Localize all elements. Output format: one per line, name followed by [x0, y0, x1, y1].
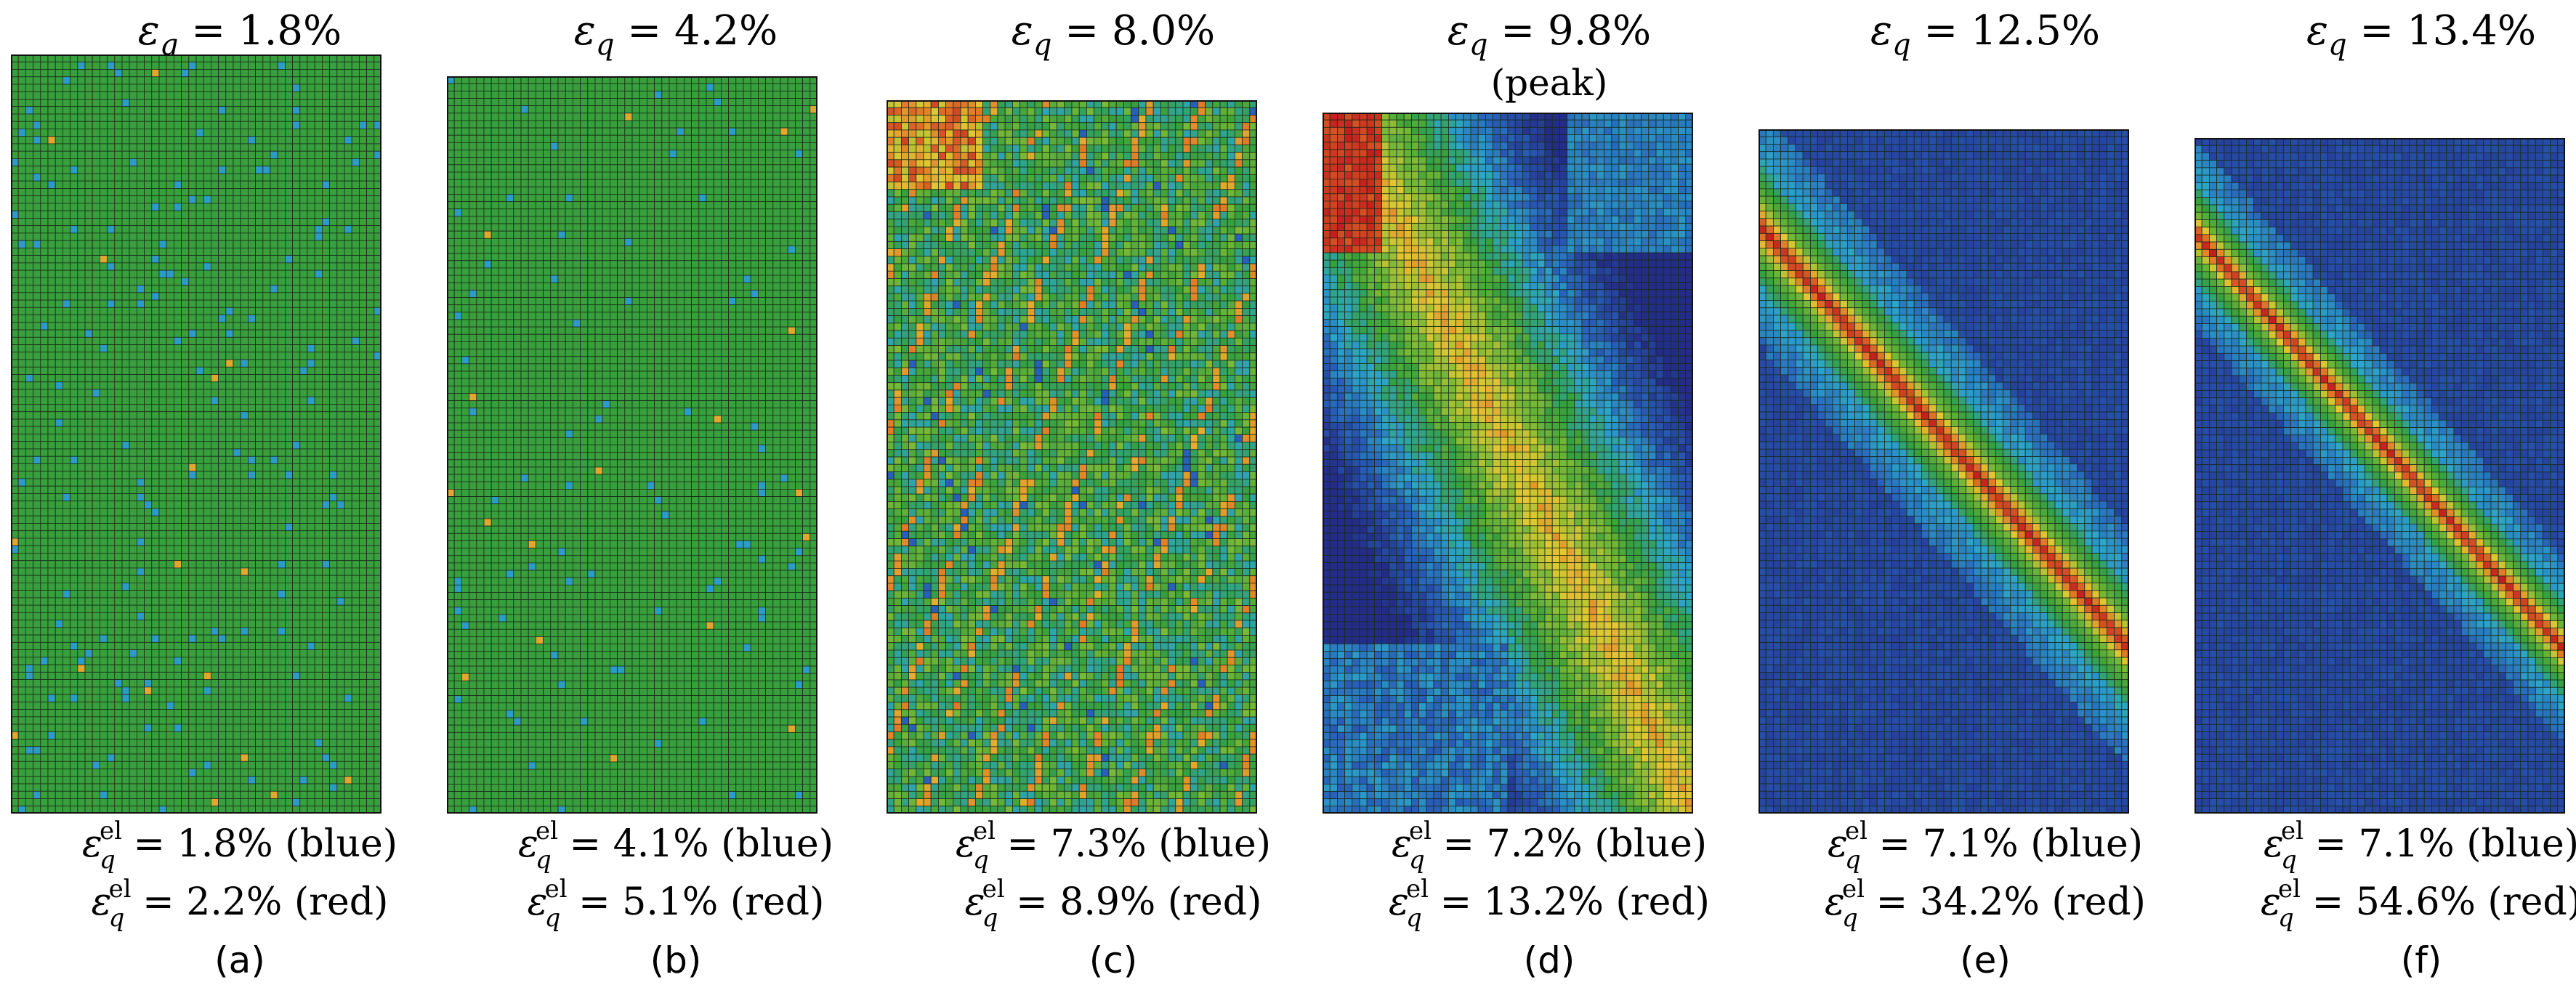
panel-a: εq = 1.8% ε el q = 1.8% (blue) ε el q = 2.2%… — [11, 0, 443, 993]
panel-d-el-blue: ε el q = 7.2% (blue) — [1346, 816, 1753, 875]
panel-b-strain: 4.2% — [674, 7, 778, 54]
panel-d-label: (d) — [1346, 939, 1753, 982]
panel-f-label: (f) — [2218, 939, 2576, 982]
panel-d-el-red: ε el q = 13.2% (red) — [1346, 875, 1753, 933]
panel-b-mesh — [447, 76, 817, 814]
panel-d-mesh — [1323, 113, 1693, 814]
panel-b-title: εq = 4.2% — [472, 6, 879, 70]
panel-a-el-blue: ε el q = 1.8% (blue) — [36, 816, 443, 875]
panel-a-title: εq = 1.8% — [36, 6, 443, 70]
panel-f-title: εq = 13.4% — [2218, 6, 2576, 70]
panel-c-mesh — [887, 100, 1257, 814]
panel-b-label: (b) — [472, 939, 879, 982]
panel-c: εq = 8.0% ε el q = 7.3% (blue) ε el q = 8.9%… — [887, 0, 1317, 993]
panel-b: εq = 4.2% ε el q = 4.1% (blue) ε el q = 5.1%… — [447, 0, 879, 993]
panel-c-label: (c) — [910, 939, 1317, 982]
panel-e-mesh — [1759, 129, 2129, 814]
panel-e: εq = 12.5% ε el q = 7.1% (blue) ε el q = 34.… — [1759, 0, 2189, 993]
panel-e-el-blue: ε el q = 7.1% (blue) — [1782, 816, 2189, 875]
panel-d-title: εq = 9.8% — [1346, 6, 1753, 70]
panel-c-el-blue: ε el q = 7.3% (blue) — [910, 816, 1317, 875]
panel-a-label: (a) — [36, 939, 443, 982]
panel-e-strain: 12.5% — [1971, 7, 2100, 54]
panel-d-peak-note: (peak) — [1346, 61, 1753, 105]
panel-c-el-red: ε el q = 8.9% (red) — [910, 875, 1317, 933]
panel-f-mesh — [2195, 138, 2565, 814]
panel-b-el-blue: ε el q = 4.1% (blue) — [472, 816, 879, 875]
panel-a-strain: 1.8% — [238, 7, 342, 54]
panel-e-el-red: ε el q = 34.2% (red) — [1782, 875, 2189, 933]
panel-e-title: εq = 12.5% — [1782, 6, 2189, 70]
panel-d-strain: 9.8% — [1548, 7, 1651, 54]
panel-d: εq = 9.8% (peak) ε el q = 7.2% (blue) ε el q… — [1323, 0, 1753, 993]
panel-e-label: (e) — [1782, 939, 2189, 982]
panel-b-el-red: ε el q = 5.1% (red) — [472, 875, 879, 933]
panel-a-mesh — [11, 54, 381, 814]
panel-f-strain: 13.4% — [2407, 7, 2536, 54]
panel-a-el-red: ε el q = 2.2% (red) — [36, 875, 443, 933]
panel-c-title: εq = 8.0% — [910, 6, 1317, 70]
panel-c-strain: 8.0% — [1112, 7, 1215, 54]
